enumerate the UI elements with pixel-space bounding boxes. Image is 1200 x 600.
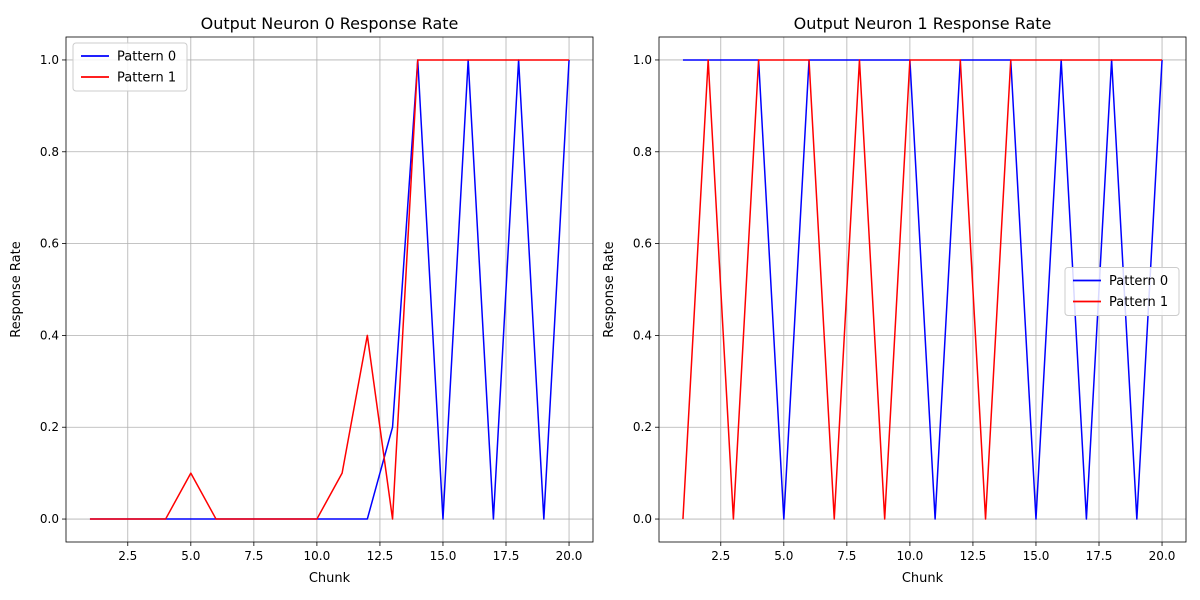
x-tick-label: 15.0: [430, 549, 457, 563]
y-tick-label: 0.8: [40, 145, 59, 159]
x-axis-label: Chunk: [902, 571, 944, 586]
x-tick-label: 5.0: [181, 549, 200, 563]
x-tick-label: 2.5: [711, 549, 730, 563]
y-axis-label: Response Rate: [9, 241, 24, 337]
x-tick-label: 10.0: [897, 549, 924, 563]
x-tick-label: 7.5: [244, 549, 263, 563]
y-tick-label: 0.2: [633, 420, 652, 434]
x-axis-label: Chunk: [309, 571, 351, 586]
axes-frame: [65, 36, 594, 543]
y-tick-label: 0.4: [633, 328, 652, 342]
x-tick-label: 2.5: [118, 549, 137, 563]
chart-title: Output Neuron 1 Response Rate: [794, 14, 1052, 33]
x-tick-label: 10.0: [304, 549, 331, 563]
x-tick-label: 20.0: [556, 549, 583, 563]
y-tick-label: 0.6: [633, 237, 652, 251]
legend: Pattern 0 Pattern 1: [72, 42, 188, 92]
series-line-pattern-0: [682, 59, 1163, 520]
x-tick-label: 12.5: [367, 549, 394, 563]
y-axis-label: Response Rate: [602, 241, 617, 337]
y-tick-label: 0.0: [633, 512, 652, 526]
legend: Pattern 0 Pattern 1: [1064, 267, 1180, 316]
x-tick-label: 20.0: [1149, 549, 1176, 563]
y-tick-label: 0.4: [40, 328, 59, 342]
legend-box: [72, 42, 188, 92]
y-tick-label: 1.0: [633, 53, 652, 67]
legend-box: [1064, 267, 1180, 316]
x-tick-label: 7.5: [837, 549, 856, 563]
grid: [66, 37, 593, 542]
axes-frame: [658, 36, 1187, 543]
y-tick-label: 0.6: [40, 237, 59, 251]
series-line-pattern-1: [682, 59, 1163, 520]
y-tick-label: 0.2: [40, 420, 59, 434]
chart-neuron-1: 2.5 5.0 7.5 10.0 12.5 15.0 17.5 20.0 0.0 0.2 0.4 0.…: [602, 14, 1187, 586]
y-tick-label: 1.0: [40, 53, 59, 67]
series-line-pattern-0: [89, 59, 570, 520]
chart-title: Output Neuron 0 Response Rate: [201, 14, 459, 33]
series-line-pattern-1: [89, 59, 570, 520]
legend-label: Pattern 0: [1109, 274, 1168, 289]
x-tick-label: 17.5: [493, 549, 520, 563]
chart-neuron-0: 2.5 5.0 7.5 10.0 12.5 15.0 17.5 20.0 0.0 0.2 0.4 0.…: [9, 14, 594, 586]
legend-label: Pattern 1: [1109, 295, 1168, 310]
y-tick-label: 0.0: [40, 512, 59, 526]
legend-label: Pattern 0: [117, 50, 176, 65]
legend-label: Pattern 1: [117, 71, 176, 86]
x-tick-label: 5.0: [774, 549, 793, 563]
x-tick-label: 17.5: [1086, 549, 1113, 563]
x-tick-label: 15.0: [1023, 549, 1050, 563]
y-tick-label: 0.8: [633, 145, 652, 159]
x-tick-label: 12.5: [960, 549, 987, 563]
